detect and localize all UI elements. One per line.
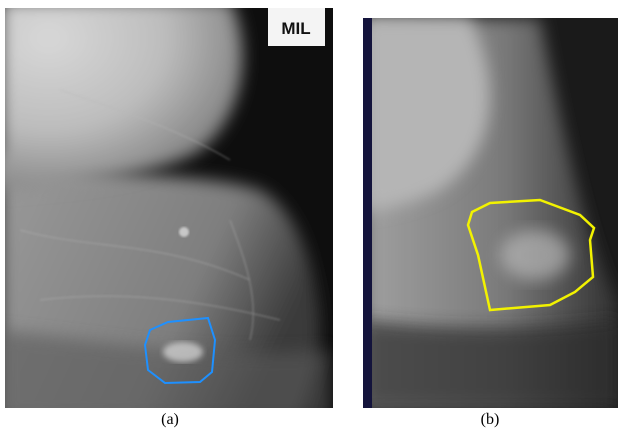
image-b [363,18,618,408]
page: MIL (a) (b) (() => { const data = JSON.p… [0,0,629,436]
image-a: MIL [0,0,333,420]
caption-b: (b) [481,411,500,428]
figure: MIL (a) (b) [0,0,629,436]
view-marker: MIL [281,19,310,38]
caption-a: (a) [161,411,179,428]
